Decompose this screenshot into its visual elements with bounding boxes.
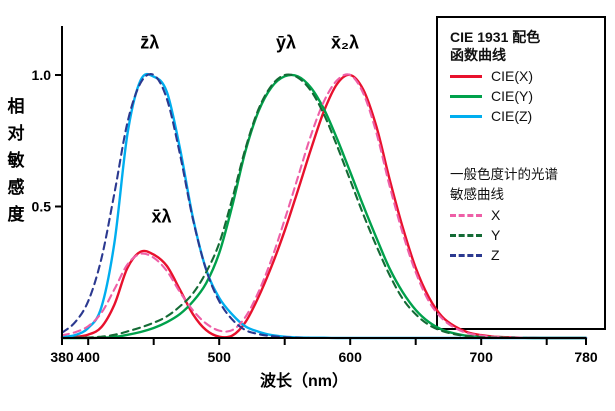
y-axis-title-char: 对 xyxy=(8,123,25,143)
legend-entry-label: Y xyxy=(491,227,501,244)
x-tick-label: 400 xyxy=(77,349,101,365)
legend-title-line2: 函数曲线 xyxy=(450,47,506,64)
y-tick-label: 1.0 xyxy=(32,67,52,83)
x-tick-label: 700 xyxy=(470,349,494,365)
legend-entry-label: CIE(Y) xyxy=(491,88,533,105)
legend-entry-label: CIE(Z) xyxy=(491,108,533,125)
legend-entry-label: X xyxy=(491,207,501,224)
y-axis-title-char: 敏 xyxy=(7,150,25,170)
solid-line-swatch xyxy=(450,114,482,118)
solid-line-swatch xyxy=(450,74,482,78)
legend-entry: CIE(Y) xyxy=(450,88,592,104)
legend-entry: CIE(X) xyxy=(450,68,592,84)
x-tick-label: 780 xyxy=(574,349,598,365)
x-axis-title: 波长（nm） xyxy=(260,371,348,390)
x-tick-label: 500 xyxy=(208,349,232,365)
dashed-line-swatch xyxy=(450,253,482,257)
legend-spacer xyxy=(450,128,592,164)
curve-annotation: ȳλ xyxy=(276,33,296,53)
y-axis-title-char: 感 xyxy=(8,177,25,197)
legend-entry: Y xyxy=(450,227,592,243)
legend-entry: X xyxy=(450,207,592,223)
curve-annotation: z̄λ xyxy=(140,33,159,53)
legend-box: CIE 1931 配色 函数曲线 CIE(X) CIE(Y) CIE(Z) 一般色度… xyxy=(436,16,606,330)
x-tick-label: 380 xyxy=(50,349,74,365)
legend-subtitle-line1: 一般色度计的光谱 xyxy=(450,167,558,183)
dashed-line-swatch xyxy=(450,213,482,217)
x-tick-label: 600 xyxy=(339,349,363,365)
curve-annotation: x̄₂λ xyxy=(331,33,359,53)
legend-solid-entries: CIE(X) CIE(Y) CIE(Z) xyxy=(450,64,592,128)
dashed-line-swatch xyxy=(450,233,482,237)
legend-entry-label: Z xyxy=(491,247,500,264)
legend-entry: Z xyxy=(450,247,592,263)
solid-line-swatch xyxy=(450,94,482,98)
y-axis-title-char: 度 xyxy=(8,204,26,224)
y-axis-title-char: 相 xyxy=(8,96,25,116)
curve-annotation: x̄λ xyxy=(152,206,172,226)
legend-entry: CIE(Z) xyxy=(450,108,592,124)
legend-subtitle-line2: 敏感曲线 xyxy=(450,186,504,202)
y-tick-label: 0.5 xyxy=(32,199,52,215)
legend-title-line1: CIE 1931 配色 xyxy=(450,29,541,45)
legend-entry-label: CIE(X) xyxy=(491,68,533,85)
